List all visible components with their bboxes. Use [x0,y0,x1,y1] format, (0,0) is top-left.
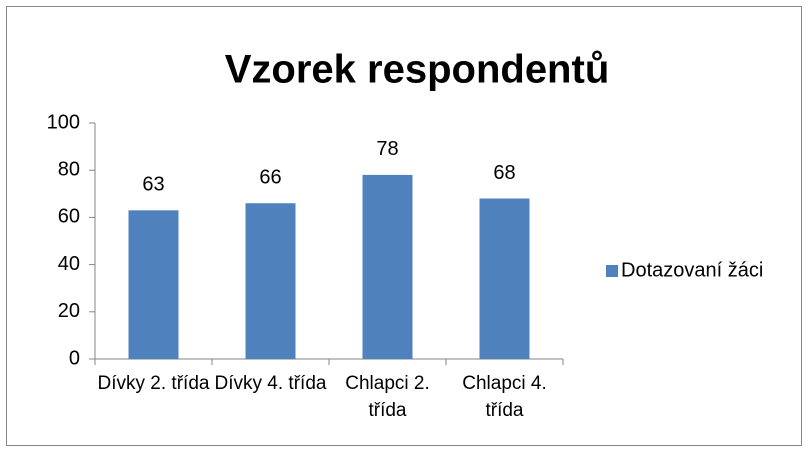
legend-label: Dotazovaní žáci [621,259,763,281]
y-tick-label: 20 [58,300,80,322]
bar [362,174,413,359]
data-label: 68 [493,162,515,184]
bar [479,198,530,359]
y-tick-label: 80 [58,158,80,180]
x-tick-label: Dívky 4. třída [214,373,327,394]
data-label: 63 [142,174,164,196]
x-tick-label: Chlapci 2. třída [345,373,430,421]
bar [245,203,296,359]
y-tick-label: 100 [47,111,80,133]
y-tick-label: 60 [58,206,80,228]
legend-swatch [606,265,618,277]
y-tick-label: 40 [58,253,80,275]
chart-title: Vzorek respondentů [225,48,610,92]
data-label: 66 [259,167,281,189]
x-tick-label: Dívky 2. třída [97,373,210,394]
x-tick-label: Chlapci 4. třída [462,373,547,421]
data-label: 78 [376,138,398,160]
y-tick-label: 0 [69,347,80,369]
bar [128,210,179,359]
